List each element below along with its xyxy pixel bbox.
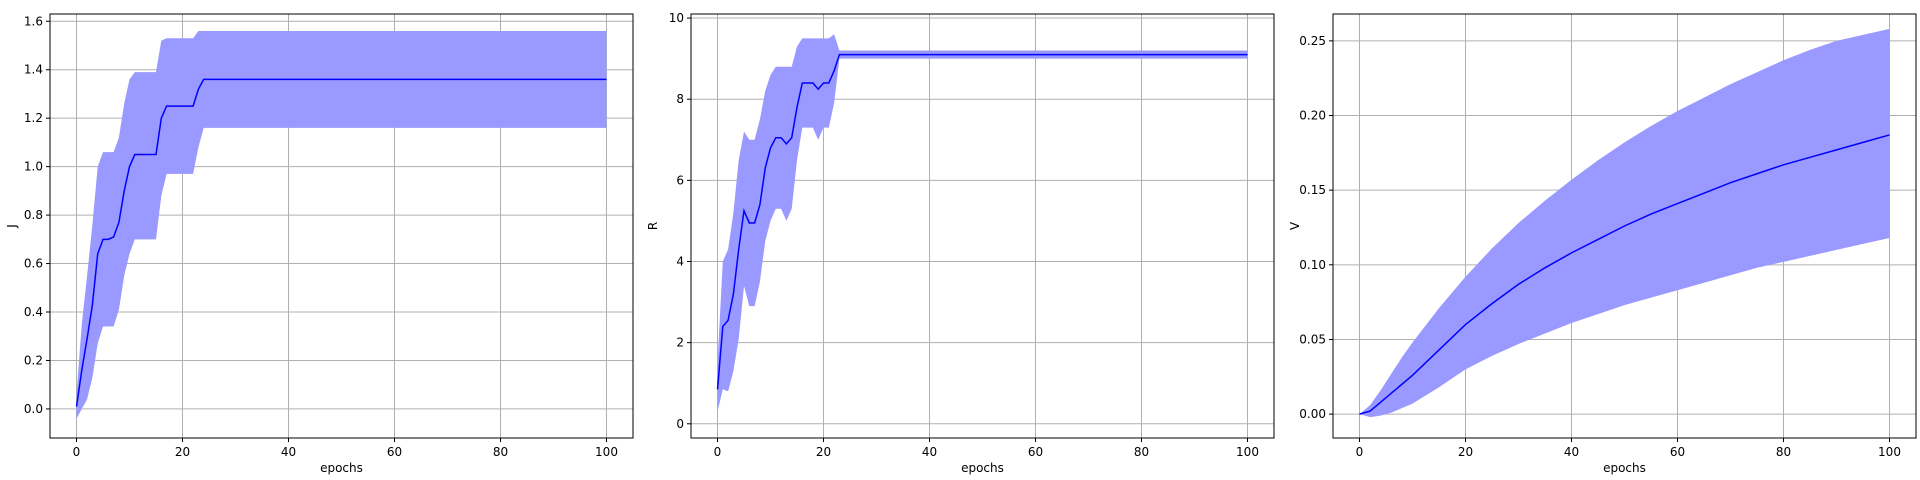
- x-tick-label: 0: [73, 445, 81, 459]
- y-tick-label: 0.20: [1299, 109, 1326, 123]
- x-tick-label: 0: [714, 445, 722, 459]
- y-axis-label: J: [5, 224, 19, 229]
- x-tick-label: 100: [1878, 445, 1901, 459]
- y-tick-label: 2: [676, 336, 684, 350]
- y-tick-label: 10: [669, 11, 684, 25]
- x-tick-label: 80: [493, 445, 508, 459]
- x-tick-label: 60: [1028, 445, 1043, 459]
- confidence-band: [717, 34, 1248, 412]
- x-tick-label: 80: [1134, 445, 1149, 459]
- y-tick-label: 0.25: [1299, 34, 1326, 48]
- mean-line: [75, 78, 607, 407]
- x-axis-label: epochs: [961, 461, 1004, 475]
- y-tick-label: 1.4: [24, 63, 43, 77]
- plot-frame: [49, 13, 634, 439]
- y-tick-label: 0.15: [1299, 183, 1326, 197]
- y-tick-label: 8: [676, 92, 684, 106]
- y-tick-label: 0.05: [1299, 332, 1326, 346]
- y-tick-label: 4: [676, 255, 684, 269]
- y-tick-label: 0.10: [1299, 258, 1326, 272]
- x-tick-label: 100: [595, 445, 618, 459]
- x-tick-label: 40: [281, 445, 296, 459]
- chart-panel-1: 0 20 40 60 80 100 0.0 0.2 0.4 0.6 0.8 1.0 1.2 1.4 1.6 e…: [5, 13, 634, 475]
- x-tick-label: 20: [1458, 445, 1473, 459]
- y-axis-label: V: [1288, 221, 1302, 230]
- x-tick-label: 80: [1776, 445, 1791, 459]
- y-tick-label: 0.2: [24, 353, 43, 367]
- x-tick-label: 60: [1670, 445, 1685, 459]
- x-tick-label: 100: [1236, 445, 1259, 459]
- y-tick-label: 0: [676, 417, 684, 431]
- x-tick-label: 40: [922, 445, 937, 459]
- y-tick-label: 0.0: [24, 402, 43, 416]
- mean-line: [716, 53, 1248, 390]
- y-axis-label: R: [646, 222, 660, 230]
- y-tick-label: 0.8: [24, 208, 43, 222]
- y-tick-label: 0.4: [24, 305, 43, 319]
- y-tick-label: 6: [676, 173, 684, 187]
- y-tick-label: 0.6: [24, 257, 43, 271]
- y-tick-label: 1.6: [24, 14, 43, 28]
- x-tick-label: 60: [387, 445, 402, 459]
- chart-panel-3: 0 20 40 60 80 100 0.00 0.05 0.10 0.15 0.20 0.25 epoc…: [1288, 13, 1917, 475]
- plot-frame: [690, 13, 1275, 439]
- x-tick-label: 0: [1356, 445, 1364, 459]
- x-tick-label: 20: [816, 445, 831, 459]
- confidence-band: [1359, 28, 1890, 418]
- confidence-band: [76, 30, 607, 419]
- x-axis-label: epochs: [1603, 461, 1646, 475]
- y-tick-label: 0.00: [1299, 407, 1326, 421]
- y-tick-label: 1.2: [24, 111, 43, 125]
- x-tick-label: 20: [175, 445, 190, 459]
- plot-frame: [1332, 13, 1917, 439]
- mean-line: [1359, 134, 1890, 415]
- y-tick-label: 1.0: [24, 160, 43, 174]
- x-tick-label: 40: [1564, 445, 1579, 459]
- chart-panel-2: 0 20 40 60 80 100 0 2 4 6 8 10 epochs R: [646, 11, 1275, 475]
- x-axis-label: epochs: [320, 461, 363, 475]
